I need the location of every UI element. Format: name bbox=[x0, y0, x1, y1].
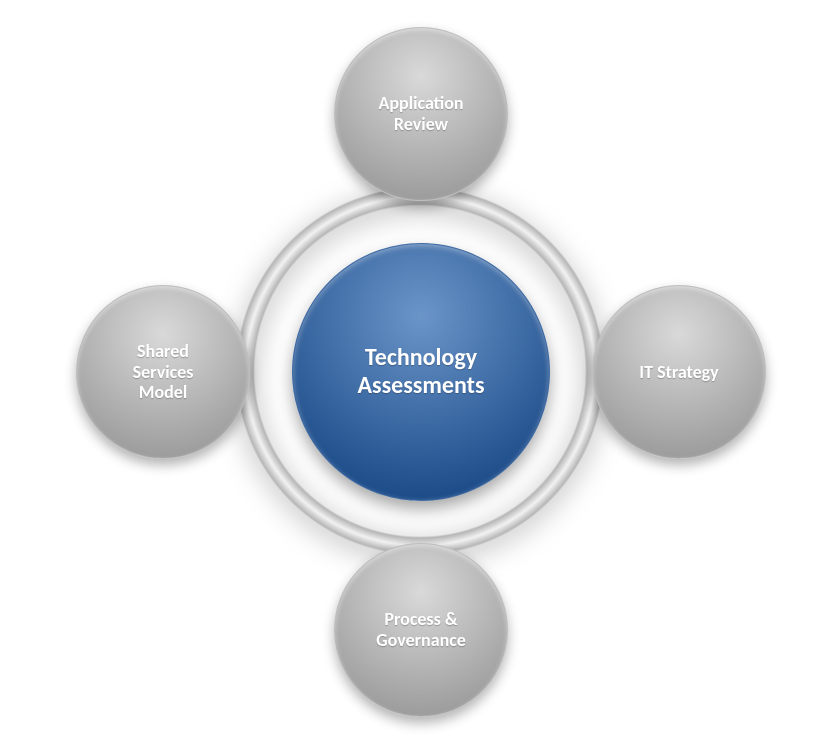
outer-node-top-label: Application Review bbox=[370, 93, 471, 134]
outer-node-left-label: Shared Services Model bbox=[125, 341, 202, 403]
outer-node-bottom-label: Process & Governance bbox=[368, 609, 474, 650]
outer-node-right-label: IT Strategy bbox=[631, 362, 726, 383]
outer-node-right: IT Strategy bbox=[592, 285, 766, 459]
outer-node-bottom: Process & Governance bbox=[334, 543, 508, 717]
diagram-stage: Technology Assessments Application Revie… bbox=[0, 0, 840, 742]
outer-node-top: Application Review bbox=[334, 27, 508, 201]
center-node-label: Technology Assessments bbox=[349, 344, 492, 399]
center-node: Technology Assessments bbox=[292, 243, 550, 501]
outer-node-left: Shared Services Model bbox=[76, 285, 250, 459]
